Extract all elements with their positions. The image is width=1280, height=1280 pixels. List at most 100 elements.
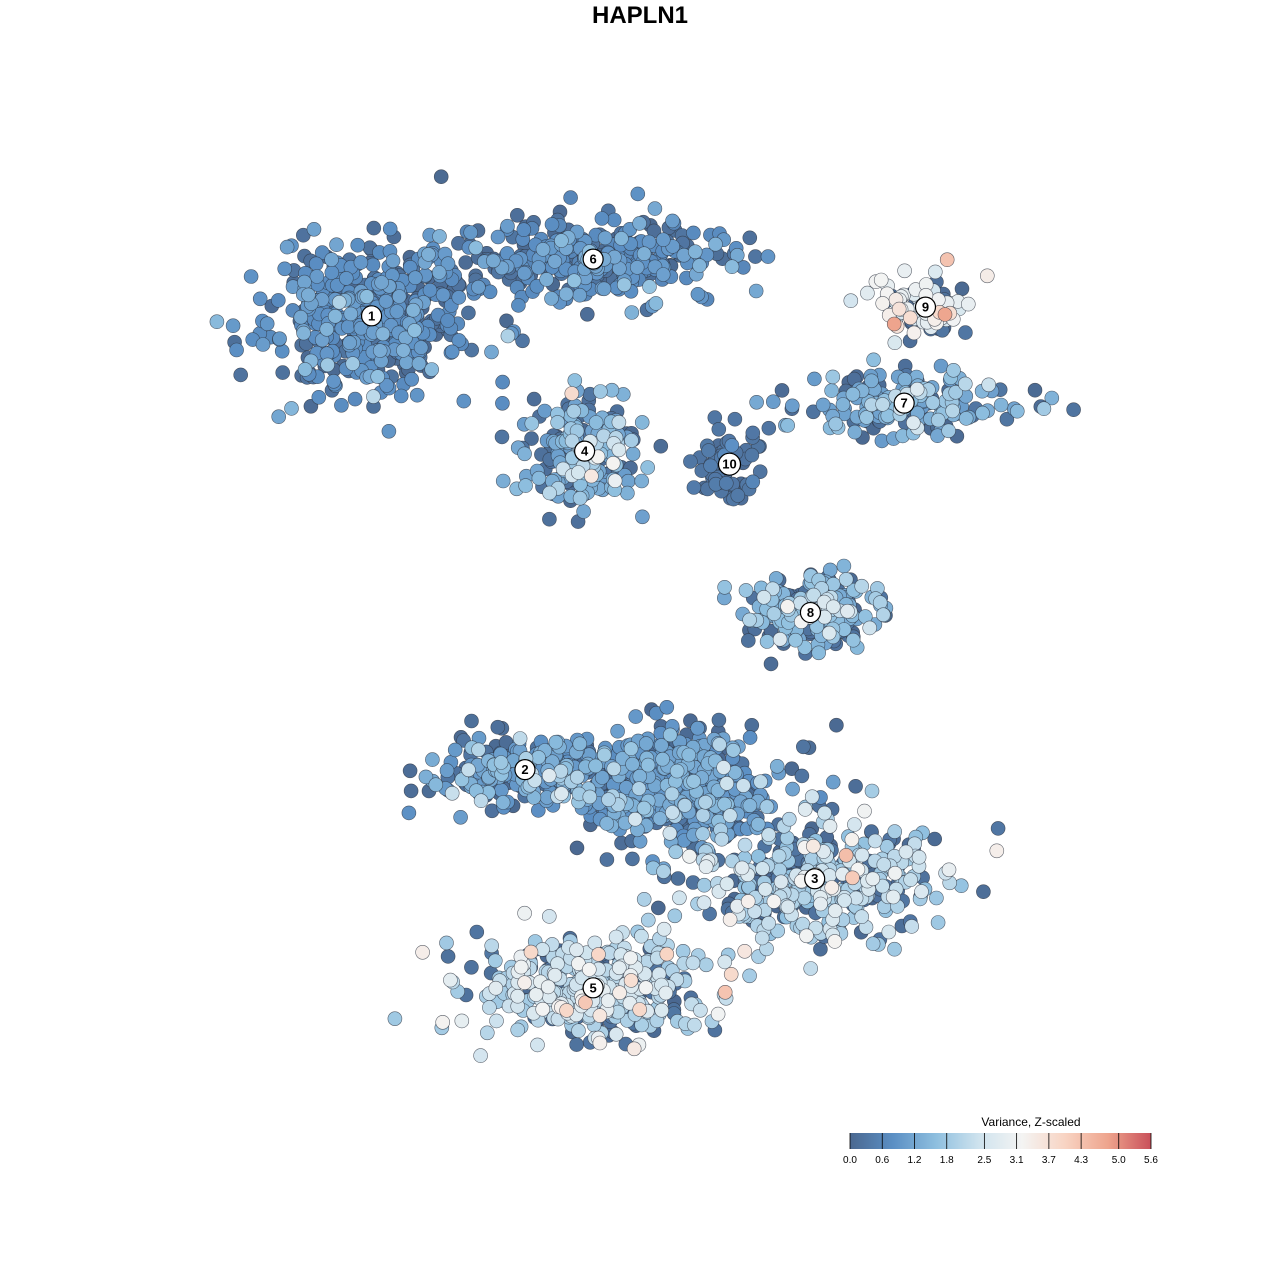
- cell-point: [623, 950, 638, 966]
- cell-point: [659, 946, 675, 962]
- cell-point: [738, 583, 754, 598]
- cell-point: [482, 1000, 497, 1015]
- cell-point: [875, 607, 891, 623]
- cell-point: [458, 255, 474, 270]
- cell-point: [754, 930, 770, 946]
- cluster-label-9: 9: [914, 296, 937, 318]
- cell-point: [581, 962, 597, 977]
- cell-point: [761, 420, 777, 436]
- cell-point: [296, 325, 311, 341]
- cell-point: [544, 217, 560, 232]
- cell-point: [838, 572, 854, 587]
- cell-point: [848, 778, 863, 794]
- cell-point: [453, 809, 468, 825]
- cell-point: [431, 265, 447, 280]
- cell-point: [270, 293, 286, 308]
- cell-point: [941, 423, 956, 439]
- cell-point: [606, 761, 622, 777]
- legend-tick-label: 5.0: [1112, 1155, 1126, 1166]
- cell-point: [845, 870, 860, 886]
- cell-point: [425, 752, 440, 767]
- cell-point: [686, 225, 701, 241]
- cell-point: [327, 308, 343, 324]
- cell-point: [727, 411, 743, 427]
- cell-point: [634, 928, 649, 944]
- cell-point: [664, 786, 680, 802]
- cell-point: [347, 391, 363, 407]
- cell-point: [454, 1013, 470, 1029]
- cluster-label-6: 6: [582, 248, 604, 270]
- cell-point: [540, 979, 556, 995]
- cell-point: [822, 818, 838, 834]
- cell-point: [443, 972, 458, 988]
- cell-point: [766, 606, 782, 622]
- cluster-label-7: 7: [893, 392, 915, 414]
- cell-point: [324, 265, 340, 280]
- cell-point: [570, 465, 586, 480]
- cluster-label-badge: [804, 868, 826, 890]
- cell-point: [845, 386, 861, 402]
- cell-point: [756, 589, 772, 605]
- cell-point: [911, 849, 927, 865]
- cell-point: [757, 881, 773, 897]
- cell-point: [682, 848, 697, 864]
- cell-point: [578, 995, 593, 1010]
- cell-point: [623, 741, 639, 757]
- legend-tick-label: 0.0: [843, 1155, 857, 1166]
- cell-point: [784, 398, 800, 414]
- cell-point: [827, 934, 843, 949]
- cell-point: [989, 843, 1005, 859]
- cell-point: [340, 319, 356, 335]
- cell-point: [976, 884, 991, 900]
- cell-point: [517, 446, 532, 462]
- cell-point: [530, 1037, 545, 1053]
- cell-point: [813, 896, 828, 912]
- cell-point: [353, 255, 369, 270]
- cell-point: [898, 844, 914, 860]
- cell-point: [601, 792, 616, 807]
- cluster-label-4: 4: [574, 440, 596, 462]
- cell-point: [696, 877, 712, 893]
- cell-point: [785, 781, 800, 797]
- cell-point: [535, 1001, 551, 1017]
- cell-point: [464, 959, 479, 975]
- cell-point: [636, 891, 652, 907]
- cell-point: [696, 895, 712, 911]
- cell-point: [229, 342, 244, 358]
- cell-point: [835, 397, 851, 412]
- cell-point: [509, 208, 525, 223]
- cell-point: [407, 323, 422, 338]
- cell-point: [225, 318, 241, 334]
- cell-point: [517, 905, 532, 921]
- cell-point: [864, 373, 879, 389]
- cell-point: [512, 731, 528, 746]
- cell-point: [875, 296, 891, 311]
- cell-point: [516, 222, 532, 237]
- cell-point: [308, 256, 324, 272]
- cell-point: [366, 220, 382, 236]
- cell-point: [885, 889, 901, 905]
- cell-point: [608, 929, 624, 945]
- cell-point: [495, 374, 510, 390]
- cell-point: [933, 358, 949, 374]
- cell-point: [903, 872, 918, 888]
- cluster-label-10: 10: [717, 452, 742, 476]
- cell-point: [435, 287, 451, 303]
- cell-point: [719, 876, 735, 892]
- cell-point: [742, 730, 758, 745]
- cell-point: [742, 230, 758, 246]
- cell-point: [624, 433, 639, 448]
- cell-point: [370, 369, 386, 384]
- cell-point: [648, 296, 664, 311]
- cluster-label-badge: [514, 759, 536, 781]
- cell-point: [611, 960, 627, 976]
- cell-point: [510, 1022, 526, 1038]
- cell-point: [906, 325, 922, 341]
- cell-point: [695, 826, 711, 842]
- cell-point: [625, 851, 640, 867]
- cell-point: [766, 894, 782, 909]
- cluster-label-text: 2: [521, 762, 528, 777]
- cell-point: [930, 915, 946, 930]
- cell-point: [526, 391, 542, 407]
- cell-point: [375, 326, 391, 342]
